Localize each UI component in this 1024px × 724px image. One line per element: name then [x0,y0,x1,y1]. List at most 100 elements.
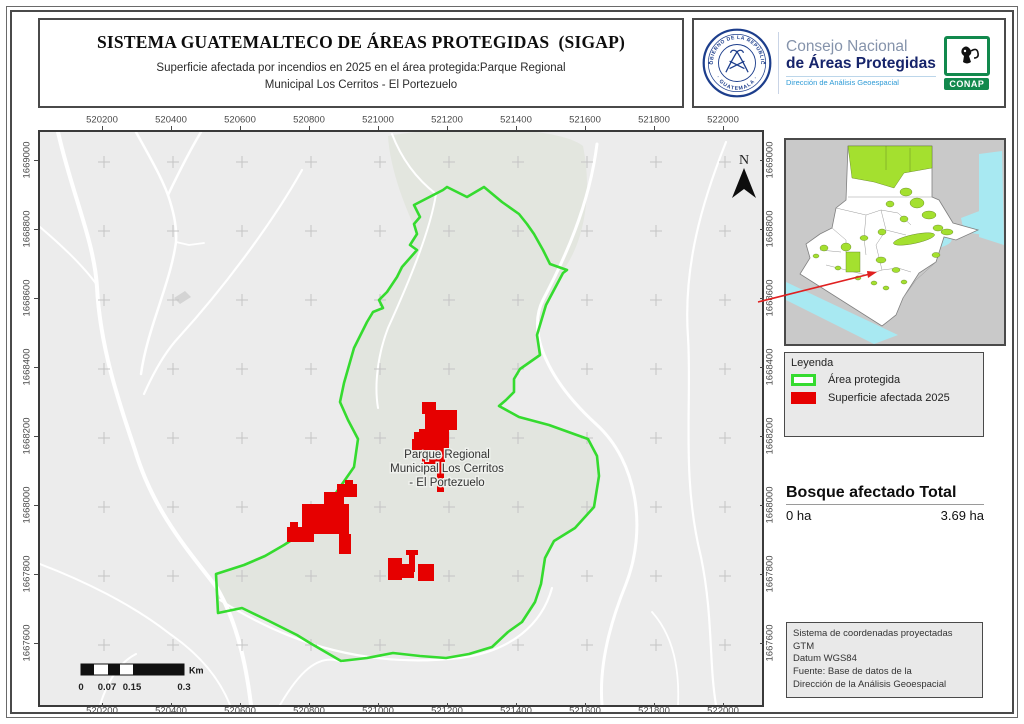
x-axis-tick-top [585,126,586,130]
y-axis-tick-right [760,367,764,368]
legend-title: Leyenda [791,357,834,369]
svg-text:0.07: 0.07 [98,682,117,693]
svg-text:- El Portezuelo: - El Portezuelo [409,477,484,489]
x-axis-tick-top [240,126,241,130]
page-subtitle: Superficie afectada por incendios en 202… [156,62,566,91]
x-axis-label-bottom: 521600 [569,705,601,717]
x-axis-label-top: 520800 [293,114,325,126]
x-axis-tick-top [723,126,724,130]
y-axis-tick-right [760,574,764,575]
y-axis-tick-right [760,505,764,506]
stats-min-value: 0 ha [786,508,812,523]
credits-line: Dirección de la Análisis Geoespacial [793,678,947,690]
svg-text:0: 0 [78,682,83,693]
legend-items: Área protegida Superficie afectada 2025 [791,374,977,404]
main-map-canvas: Parque Regional Municipal Los Cerritos -… [40,132,762,705]
x-axis-label-bottom: 520600 [224,705,256,717]
y-axis-tick-right [760,643,764,644]
main-map: Parque Regional Municipal Los Cerritos -… [38,130,764,707]
x-axis-tick-bottom [378,703,379,707]
x-axis-tick-bottom [447,703,448,707]
y-axis-label-left: 1668400 [21,348,33,386]
y-axis-label-left: 1668000 [21,486,33,524]
x-axis-label-bottom: 522000 [707,705,739,717]
org-name-line1: Consejo Nacional [786,38,908,56]
x-axis-tick-bottom [585,703,586,707]
x-axis-tick-top [378,126,379,130]
y-axis-label-right: 1668000 [764,486,776,524]
header-logo-box: GOBIERNO DE LA REPÚBLICA · GUATEMALA · C… [692,18,1006,108]
x-axis-tick-bottom [723,703,724,707]
legend: Leyenda Área protegida Superficie afectad… [784,352,984,437]
x-axis-tick-bottom [102,703,103,707]
y-axis-label-left: 1667800 [21,555,33,593]
stats-total-value: 3.69 ha [940,508,984,523]
svg-text:0.3: 0.3 [177,682,190,693]
credits-line: Fuente: Base de datos de la [793,666,912,678]
org-name-line2: de Áreas Protegidas [786,54,936,72]
y-axis-tick-right [760,160,764,161]
y-axis-tick-right [760,298,764,299]
park-name-label: Parque Regional Municipal Los Cerritos -… [389,448,506,491]
svg-text:Parque Regional: Parque Regional [404,449,490,461]
affected-area-patches [287,402,457,581]
x-axis-tick-bottom [171,703,172,707]
x-axis-label-bottom: 520800 [293,705,325,717]
x-axis-label-top: 521600 [569,114,601,126]
y-axis-tick-left [34,367,38,368]
government-seal-icon: GOBIERNO DE LA REPÚBLICA · GUATEMALA · [702,28,772,98]
conap-label: CONAP [944,78,990,90]
y-axis-tick-left [34,643,38,644]
x-axis-label-top: 521000 [362,114,394,126]
x-axis-label-top: 521200 [431,114,463,126]
scale-tick-labels: 0 0.07 0.15 0.3 [78,682,190,693]
x-axis-tick-bottom [309,703,310,707]
logo-divider [778,32,779,94]
x-axis-tick-bottom [654,703,655,707]
y-axis-label-left: 1668600 [21,279,33,317]
conap-logo: CONAP [943,36,990,90]
protected-area-swatch [791,374,816,386]
x-axis-tick-top [309,126,310,130]
y-axis-tick-right [760,436,764,437]
affected-forest-stats: Bosque afectado Total 0 ha 3.69 ha [786,484,984,523]
credits-line: Datum WGS84 [793,653,857,665]
page-title: SISTEMA GUATEMALTECO DE ÁREAS PROTEGIDAS… [96,32,626,53]
x-axis-label-top: 520600 [224,114,256,126]
legend-item-label: Superficie afectada 2025 [828,392,950,404]
x-axis-label-bottom: 520400 [155,705,187,717]
header-title-box: SISTEMA GUATEMALTECO DE ÁREAS PROTEGIDAS… [38,18,684,108]
y-axis-label-right: 1668400 [764,348,776,386]
x-axis-label-top: 520400 [155,114,187,126]
x-axis-label-top: 521800 [638,114,670,126]
affected-area-swatch [791,392,816,404]
y-axis-tick-left [34,505,38,506]
svg-text:Municipal Los Cerritos: Municipal Los Cerritos [390,463,504,475]
guatemala-inset-map [784,138,1006,346]
x-axis-tick-top [171,126,172,130]
y-axis-label-right: 1668600 [764,279,776,317]
inset-protected-areas [812,145,954,291]
y-axis-label-left: 1667600 [21,624,33,662]
x-axis-tick-top [102,126,103,130]
credits-line: GTM [793,640,815,652]
x-axis-label-bottom: 521000 [362,705,394,717]
x-axis-tick-top [654,126,655,130]
x-axis-label-top: 520200 [86,114,118,126]
x-axis-tick-bottom [240,703,241,707]
stats-title: Bosque afectado Total [786,484,984,505]
legend-item-label: Área protegida [828,374,901,386]
y-axis-label-right: 1668200 [764,417,776,455]
y-axis-tick-right [760,229,764,230]
y-axis-label-right: 1667800 [764,555,776,593]
legend-item: Área protegida [791,374,977,386]
scale-bar: Km 0 0.07 0.15 0.3 [78,663,204,693]
y-axis-label-left: 1669000 [21,141,33,179]
coordinate-system-info: Sistema de coordenadas proyectadas GTM Dat… [786,622,983,698]
conap-monkey-icon [943,36,990,76]
credits-line: Sistema de coordenadas proyectadas [793,628,953,639]
legend-item: Superficie afectada 2025 [791,392,977,404]
svg-text:N: N [739,153,749,168]
building-footprint [174,291,191,304]
